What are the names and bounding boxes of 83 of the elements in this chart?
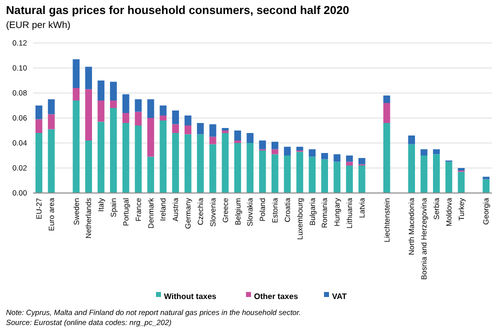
bar [445,162,452,193]
bar [321,153,328,160]
bar [408,144,415,193]
bar [98,100,104,122]
bar [482,179,490,193]
bar [246,133,254,143]
bar [134,99,142,112]
bar [234,130,242,140]
bar [209,136,216,144]
bar [110,108,117,193]
bar [482,176,490,180]
bar [458,172,465,193]
legend-label: VAT [332,292,347,301]
bar [160,120,167,193]
bar [48,114,55,130]
legend-label: Other taxes [254,292,299,301]
bar [160,116,167,120]
bar [432,149,440,154]
bar [272,142,278,150]
bar [308,149,316,157]
bar [147,118,154,157]
bar [296,152,304,193]
bar [48,99,55,114]
bar [35,119,42,133]
bar [85,140,92,193]
bar [72,59,80,88]
bar [209,144,216,193]
bar [383,96,390,103]
bar [432,154,440,193]
bar [346,156,353,162]
bar [122,113,130,123]
bar [122,94,130,113]
bar [246,143,254,193]
bar [147,156,154,193]
bar [72,88,80,100]
bar [272,154,278,193]
bar [110,82,117,100]
bar [172,133,179,193]
bar [172,124,179,133]
chart-title: Natural gas prices for household consumers, second half 2020 [6,5,350,17]
bar [383,103,390,123]
bar [259,150,266,193]
bar [48,129,55,193]
bar [85,66,92,90]
bar [321,159,328,193]
bar [358,158,366,164]
bar [184,134,192,193]
bar [134,112,142,126]
bar [334,154,340,162]
bar [72,100,80,193]
bar [346,166,353,193]
bar [196,134,204,193]
bar [272,149,278,154]
bar [184,126,192,134]
bar [160,106,167,116]
bar [334,162,340,193]
bar [147,99,154,118]
legend-label: Without taxes [164,292,217,301]
bar [196,123,204,134]
bar [420,156,428,193]
bar [383,123,390,193]
bar [346,162,353,166]
bar [308,156,316,193]
bar [209,124,216,137]
bar [172,110,179,124]
bar [122,123,130,193]
bar [35,133,42,193]
bar [85,89,92,140]
bar [184,116,192,126]
bar [420,149,428,156]
bar [134,126,142,193]
bar [234,143,242,193]
bar [284,156,291,193]
bar [222,133,229,193]
bar [98,122,104,193]
bar [408,136,415,144]
bar [35,106,42,120]
chart-subtitle: (EUR per kWh) [6,20,70,31]
bar [259,140,266,150]
bar [110,100,117,108]
bar [358,166,366,193]
bar [284,146,291,156]
bar [98,80,104,100]
